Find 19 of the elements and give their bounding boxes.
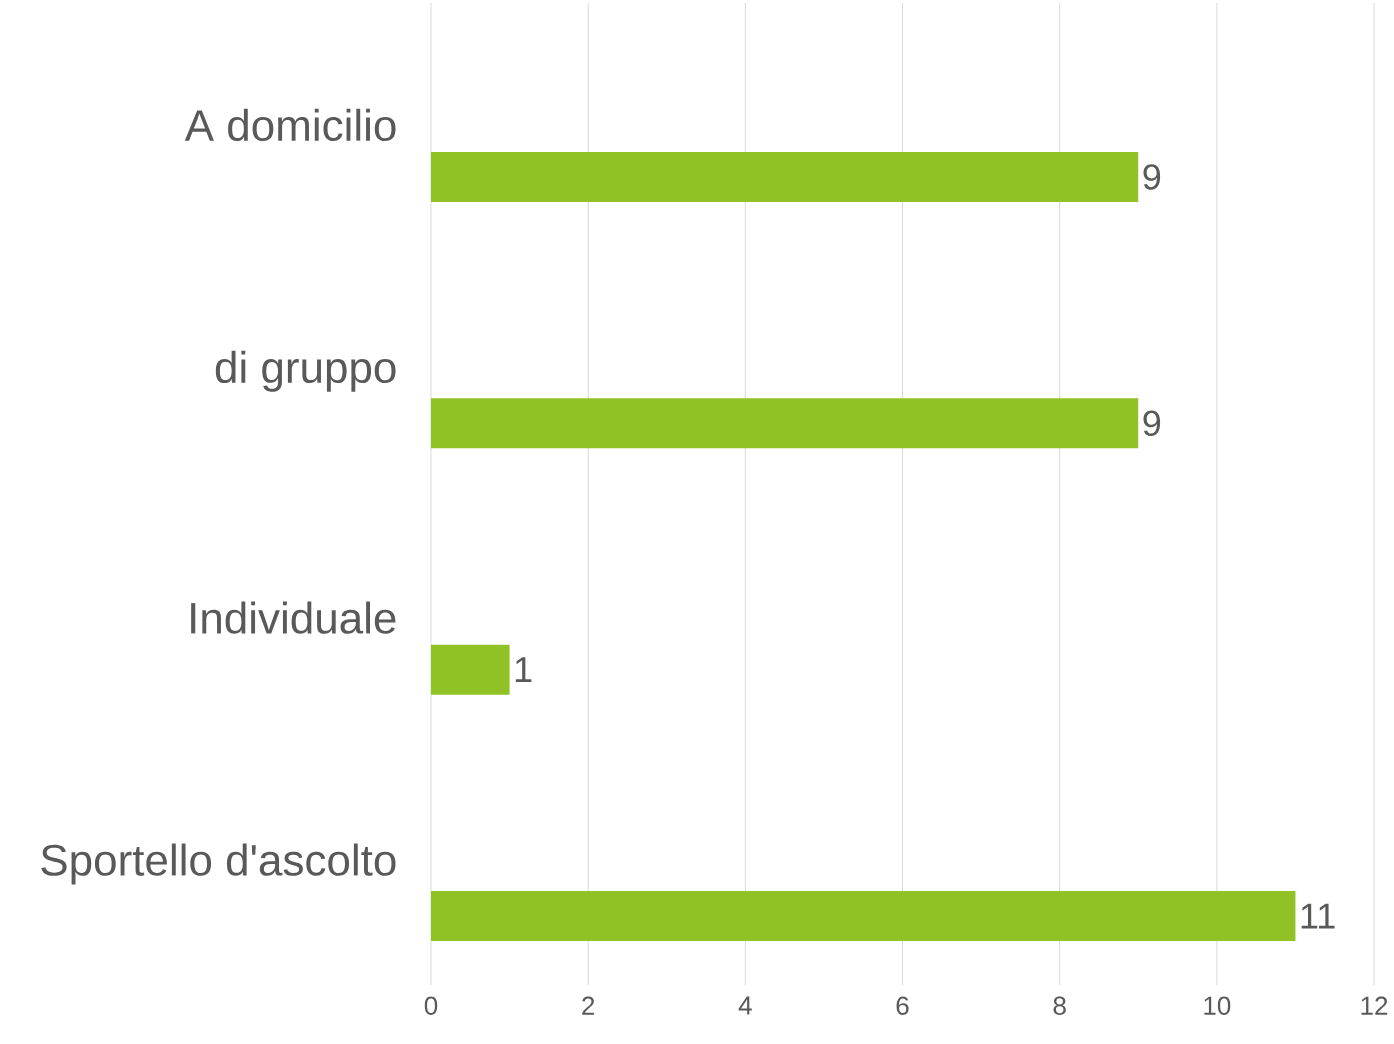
data-label: 9 xyxy=(1143,410,1161,437)
x-tick-label: 10 xyxy=(1204,996,1231,1015)
y-tick-label: di gruppo xyxy=(215,350,396,392)
x-tick-label: 4 xyxy=(738,996,752,1015)
bar xyxy=(431,398,1139,449)
x-tick-label: 2 xyxy=(582,996,595,1015)
bar xyxy=(431,891,1296,942)
data-label: 9 xyxy=(1143,164,1161,190)
x-tick-label: 8 xyxy=(1053,996,1066,1015)
y-tick-label: Sportello d'ascolto xyxy=(41,843,396,885)
x-tick-label: 6 xyxy=(896,996,909,1015)
y-tick-label: Individuale xyxy=(191,601,396,634)
y-tick-label: A domicilio xyxy=(184,108,396,142)
bar xyxy=(431,644,510,695)
x-tick-label: 0 xyxy=(424,996,438,1015)
bar xyxy=(431,151,1139,202)
x-tick-label: 12 xyxy=(1361,996,1388,1015)
data-label: 11 xyxy=(1301,903,1335,929)
data-label: 1 xyxy=(515,657,532,683)
